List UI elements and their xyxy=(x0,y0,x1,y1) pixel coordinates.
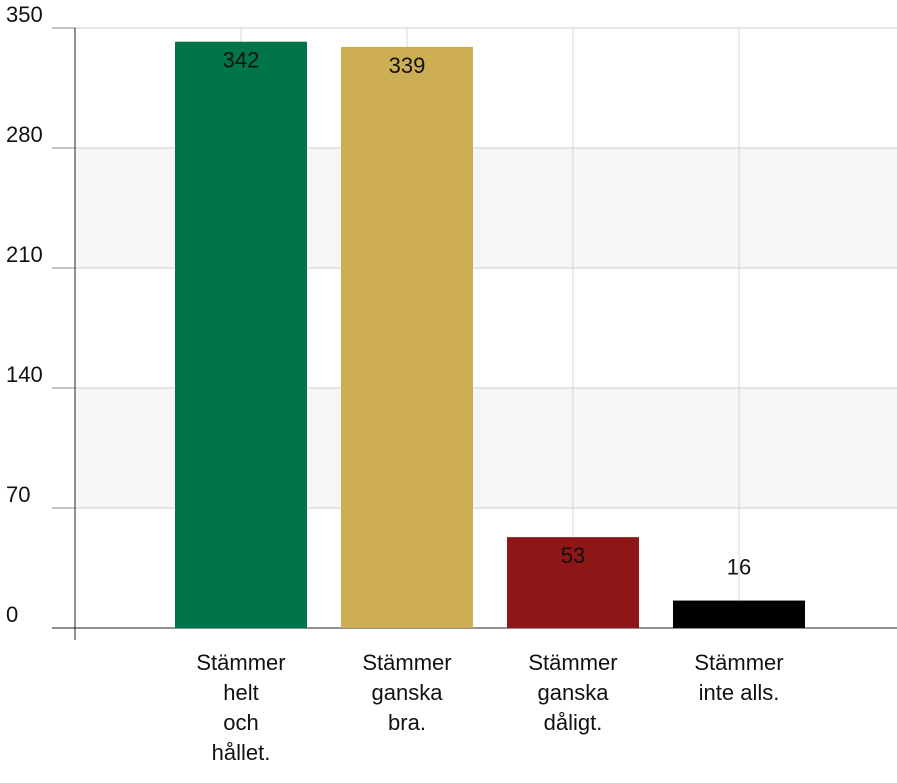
value-label: 339 xyxy=(389,53,426,78)
y-tick-label: 280 xyxy=(6,122,43,147)
x-tick-label: och xyxy=(223,710,258,735)
bar xyxy=(175,41,307,628)
y-tick-label: 210 xyxy=(6,242,43,267)
y-tick-label: 70 xyxy=(6,482,30,507)
x-tick-label: ganska xyxy=(372,680,444,705)
bar xyxy=(507,537,639,628)
y-tick-label: 350 xyxy=(6,2,43,27)
y-tick-label: 140 xyxy=(6,362,43,387)
x-tick-label: Stämmer xyxy=(694,650,783,675)
x-tick-label: ganska xyxy=(538,680,610,705)
y-tick-label: 0 xyxy=(6,602,18,627)
value-label: 16 xyxy=(727,555,751,580)
x-tick-label: helt xyxy=(223,680,258,705)
x-tick-label: bra. xyxy=(388,710,426,735)
x-tick-label: hållet. xyxy=(212,740,271,765)
x-tick-label: Stämmer xyxy=(528,650,617,675)
value-label: 342 xyxy=(223,48,260,73)
value-label: 53 xyxy=(561,543,585,568)
bar xyxy=(341,46,473,629)
x-tick-label: Stämmer xyxy=(196,650,285,675)
bar xyxy=(673,600,805,628)
x-tick-label: Stämmer xyxy=(362,650,451,675)
x-tick-label: dåligt. xyxy=(544,710,603,735)
x-tick-label: inte alls. xyxy=(699,680,780,705)
